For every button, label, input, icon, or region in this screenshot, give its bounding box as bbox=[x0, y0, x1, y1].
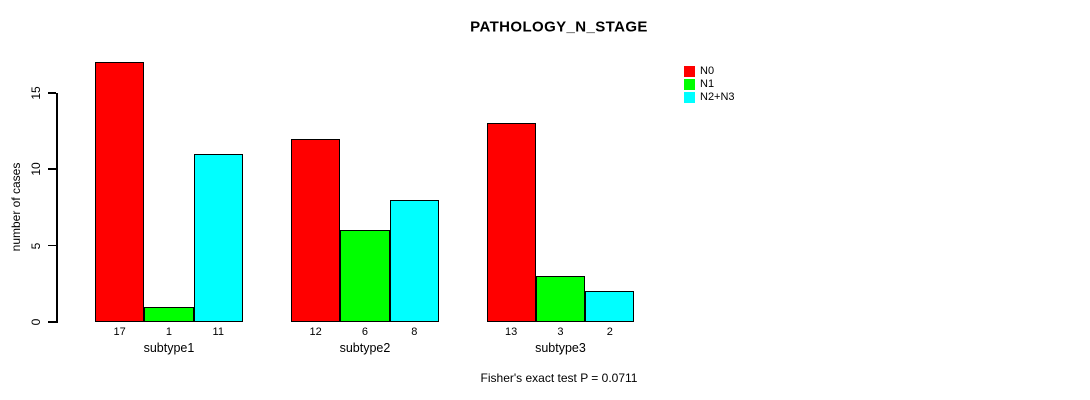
bar-subtype1-N1 bbox=[144, 306, 194, 322]
bar-subtype1-N0 bbox=[95, 62, 145, 322]
y-tick bbox=[48, 92, 56, 94]
category-label-subtype1: subtype1 bbox=[143, 341, 195, 355]
y-tick bbox=[48, 168, 56, 170]
bar-value-label: 17 bbox=[113, 326, 126, 338]
legend-item-n2n3: N2+N3 bbox=[684, 91, 735, 104]
legend-swatch-n0 bbox=[684, 66, 695, 77]
bar-value-label: 1 bbox=[165, 326, 172, 338]
y-tick-label: 0 bbox=[29, 318, 43, 326]
legend-label-n0: N0 bbox=[700, 65, 715, 77]
bar-subtype2-N1 bbox=[340, 230, 390, 322]
bar-subtype3-N1 bbox=[535, 276, 586, 322]
bar-value-label: 2 bbox=[606, 326, 613, 338]
legend-item-n0: N0 bbox=[684, 65, 735, 78]
legend-item-n1: N1 bbox=[684, 78, 735, 91]
bar-value-label: 12 bbox=[309, 326, 322, 338]
legend-swatch-n2n3 bbox=[684, 92, 695, 103]
y-tick-label: 10 bbox=[29, 162, 43, 176]
bar-value-label: 6 bbox=[361, 326, 368, 338]
y-tick bbox=[48, 244, 56, 247]
category-label-subtype2: subtype2 bbox=[339, 341, 391, 355]
bar-value-label: 8 bbox=[411, 326, 418, 338]
bar-subtype2-N2+N3 bbox=[389, 199, 439, 322]
legend-label-n1: N1 bbox=[700, 78, 715, 90]
legend-swatch-n1 bbox=[684, 79, 695, 90]
y-tick bbox=[48, 321, 56, 323]
y-axis-line bbox=[56, 92, 58, 324]
y-tick-label: 15 bbox=[29, 86, 43, 100]
bar-subtype3-N0 bbox=[486, 123, 536, 322]
bar-subtype1-N2+N3 bbox=[193, 153, 243, 322]
bar-value-label: 3 bbox=[557, 326, 564, 338]
legend: N0 N1 N2+N3 bbox=[684, 65, 735, 104]
category-label-subtype3: subtype3 bbox=[535, 341, 586, 355]
bar-subtype3-N2+N3 bbox=[585, 291, 635, 322]
y-tick-label: 5 bbox=[29, 242, 43, 249]
bar-value-label: 11 bbox=[212, 326, 224, 338]
bar-subtype2-N0 bbox=[291, 138, 341, 322]
stat-annotation: Fisher's exact test P = 0.0711 bbox=[480, 371, 638, 385]
bar-value-label: 13 bbox=[505, 326, 518, 338]
legend-label-n2n3: N2+N3 bbox=[700, 91, 735, 103]
chart-title: PATHOLOGY_N_STAGE bbox=[470, 18, 648, 36]
